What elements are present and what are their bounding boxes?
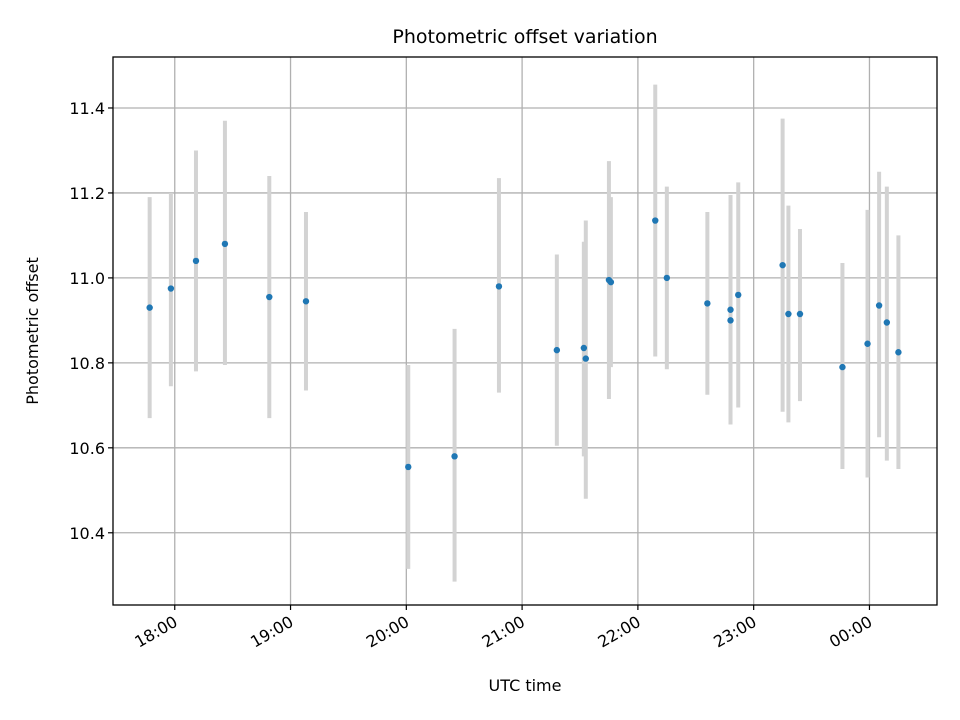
- data-point: [192, 257, 200, 265]
- data-point: [167, 285, 175, 292]
- data-point: [405, 463, 412, 471]
- data-point: [735, 291, 742, 299]
- data-point: [875, 302, 883, 309]
- chart-title: Photometric offset variation: [392, 26, 657, 48]
- data-point: [580, 344, 588, 352]
- x-axis-title: UTC time: [489, 676, 562, 695]
- data-point: [704, 300, 711, 307]
- y-tick-label: 11.2: [69, 184, 105, 203]
- data-point: [582, 355, 589, 362]
- data-point: [146, 304, 153, 311]
- y-tick-label: 11.0: [69, 269, 105, 288]
- data-point: [495, 283, 503, 290]
- plot-background: [113, 57, 937, 605]
- y-axis-title: Photometric offset: [23, 257, 42, 405]
- data-point: [652, 217, 659, 224]
- data-point: [663, 274, 671, 282]
- data-point: [553, 346, 561, 354]
- data-point: [451, 453, 458, 460]
- y-axis-ticks: 10.4 10.6 10.8 11.0 11.2 11.4: [69, 99, 113, 543]
- data-point: [266, 293, 273, 301]
- data-point: [839, 363, 846, 371]
- y-tick-label: 10.4: [69, 524, 105, 543]
- data-point: [864, 340, 871, 347]
- data-point: [785, 310, 792, 318]
- data-point: [607, 278, 615, 286]
- plot-frame: [112, 56, 938, 606]
- data-point: [727, 306, 734, 313]
- data-points: [146, 217, 902, 471]
- data-point: [883, 319, 891, 326]
- data-point: [302, 298, 310, 305]
- y-tick-label: 11.4: [69, 99, 105, 118]
- data-point: [221, 240, 229, 248]
- data-point: [779, 261, 786, 269]
- data-point: [727, 317, 734, 324]
- data-point: [796, 310, 804, 318]
- y-tick-label: 10.6: [69, 439, 105, 458]
- y-tick-label: 10.8: [69, 354, 105, 373]
- data-point: [895, 349, 902, 356]
